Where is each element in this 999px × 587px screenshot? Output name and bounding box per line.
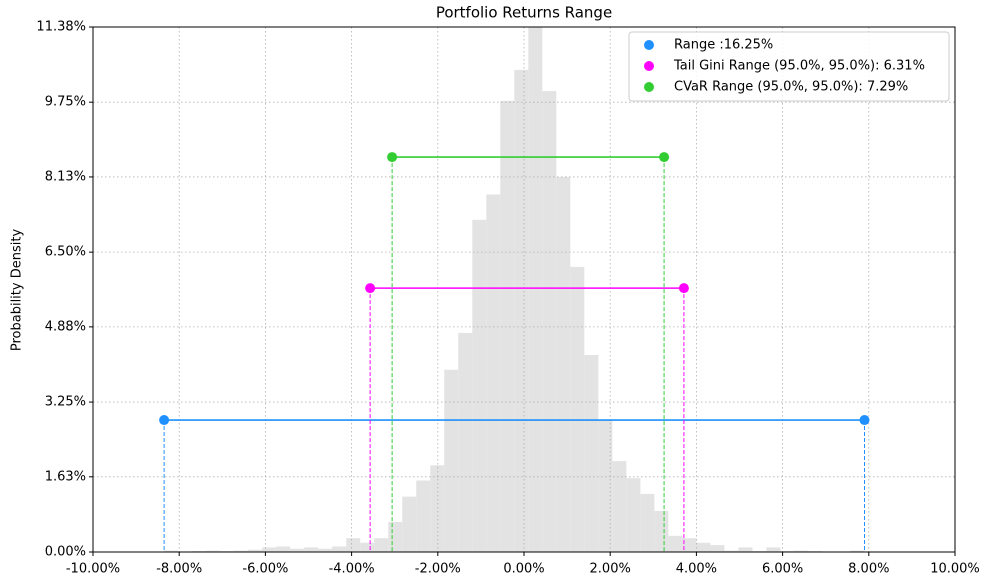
y-axis-label: Probability Density (10, 229, 25, 352)
range-point (365, 283, 376, 294)
histogram-bar (626, 478, 641, 552)
x-tick-label: -8.00% (156, 562, 202, 577)
histogram-bar (388, 522, 403, 552)
histogram-bar (458, 332, 473, 552)
histogram-bar (290, 548, 305, 552)
legend: Range :16.25% Tail Gini Range (95.0%, 95.… (628, 31, 950, 102)
histogram-bar (556, 176, 571, 553)
x-tick-label: 2.00% (590, 562, 631, 577)
histogram-bar (584, 355, 599, 552)
range-point (159, 415, 170, 426)
histogram-bar (416, 480, 431, 552)
histogram-bar (570, 266, 585, 552)
y-tick-label: 1.63% (45, 469, 86, 484)
legend-label: Range :16.25% (674, 38, 773, 53)
histogram-bar (164, 550, 179, 552)
range-point (387, 152, 398, 163)
histogram-bar (500, 100, 515, 552)
histogram-bar (402, 496, 417, 552)
x-tick-label: -6.00% (242, 562, 288, 577)
x-tick-label: -4.00% (329, 562, 375, 577)
histogram-bar (248, 549, 263, 552)
histogram-bar (612, 461, 627, 552)
histogram-bar (234, 550, 249, 552)
x-tick-label: 10.00% (930, 562, 980, 577)
histogram-bar (206, 550, 221, 552)
legend-label: CVaR Range (95.0%, 95.0%): 7.29% (674, 80, 908, 95)
histogram-bar (738, 547, 753, 552)
x-tick-label: 6.00% (762, 562, 803, 577)
histogram-bar (318, 548, 333, 552)
histogram-bar (598, 420, 613, 552)
histogram-bar (794, 550, 809, 552)
y-tick-label: 9.75% (45, 95, 86, 110)
y-tick-label: 4.88% (45, 319, 86, 334)
histogram-bar (262, 547, 277, 552)
histogram-bar (472, 219, 487, 552)
legend-label: Tail Gini Range (95.0%, 95.0%): 6.31% (673, 59, 925, 74)
range-point (859, 415, 870, 426)
histogram-bar (710, 545, 725, 552)
x-tick-label: -10.00% (66, 562, 120, 577)
histogram-bar (360, 542, 375, 552)
x-tick-label: 4.00% (676, 562, 717, 577)
y-tick-label: 3.25% (45, 395, 86, 410)
legend-marker (644, 61, 654, 71)
histogram-bar (304, 547, 319, 552)
histogram-bar (486, 194, 501, 552)
y-tick-label: 0.00% (45, 545, 86, 560)
histogram-bar (514, 69, 529, 552)
histogram-bar (654, 510, 669, 552)
histogram-bar (444, 369, 459, 552)
histogram-bar (542, 91, 557, 552)
histogram-bar (374, 538, 389, 552)
x-tick-label: 0.00% (503, 562, 544, 577)
histogram-bar (766, 547, 781, 552)
x-tick-label: 8.00% (848, 562, 889, 577)
range-point (659, 152, 670, 163)
histogram-bar (682, 538, 697, 552)
histogram-bar (276, 546, 291, 552)
histogram-bar (668, 535, 683, 552)
legend-marker (644, 40, 654, 50)
x-tick-label: -2.00% (415, 562, 461, 577)
y-tick-label: 6.50% (45, 245, 86, 260)
histogram-bar (346, 538, 361, 552)
histogram-bar (640, 493, 655, 552)
legend-marker (644, 82, 654, 92)
legend-box (628, 31, 950, 102)
histogram-bar (724, 550, 739, 552)
histogram-bar (528, 27, 543, 552)
histogram-bar (696, 542, 711, 552)
histogram-bar (332, 546, 347, 552)
histogram-bar (430, 465, 445, 552)
y-tick-label: 8.13% (45, 169, 86, 184)
y-tick-label: 11.38% (36, 20, 86, 35)
range-point (678, 283, 689, 294)
histogram-bar (850, 550, 865, 552)
chart-title: Portfolio Returns Range (436, 4, 612, 22)
